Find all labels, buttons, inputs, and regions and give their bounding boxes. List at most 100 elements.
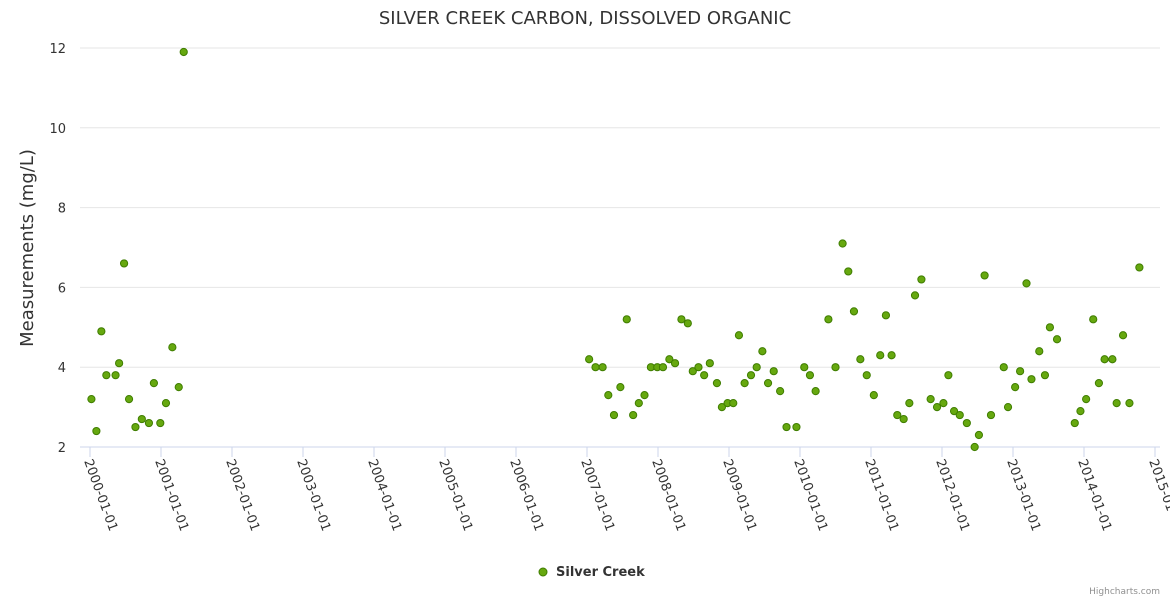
data-point[interactable] [174,383,183,392]
data-point[interactable] [598,363,607,372]
data-point[interactable] [179,47,188,57]
data-point[interactable] [1027,375,1036,384]
data-point[interactable] [876,351,885,360]
data-point[interactable] [962,418,971,428]
data-point[interactable] [849,307,859,316]
data-point[interactable] [881,311,891,320]
data-point[interactable] [1035,347,1044,356]
data-point[interactable] [887,351,896,360]
data-point[interactable] [844,267,853,276]
data-point[interactable] [677,315,686,324]
data-point[interactable] [905,399,914,408]
data-point[interactable] [974,430,984,440]
data-point[interactable] [763,379,773,388]
data-point[interactable] [111,371,120,380]
data-point[interactable] [1016,367,1025,376]
data-point[interactable] [1040,371,1050,380]
data-point[interactable] [665,355,674,364]
data-point[interactable] [97,327,106,336]
legend-label[interactable]: Silver Creek [556,565,645,580]
data-point[interactable] [591,363,600,372]
data-point[interactable] [955,410,964,420]
data-point[interactable] [717,403,727,412]
data-point[interactable] [769,367,778,376]
data-point[interactable] [729,399,738,408]
data-point[interactable] [616,383,625,392]
data-point[interactable] [1082,395,1091,404]
data-point[interactable] [800,363,809,372]
data-point[interactable] [805,371,815,380]
data-point[interactable] [149,379,158,388]
data-point[interactable] [1094,379,1104,388]
data-point[interactable] [700,371,709,380]
data-point[interactable] [168,343,177,352]
data-point[interactable] [811,387,820,396]
data-point[interactable] [156,418,165,428]
data-point[interactable] [1125,399,1134,408]
data-point[interactable] [899,414,908,424]
data-point[interactable] [999,363,1008,372]
data-point[interactable] [124,395,134,404]
data-point[interactable] [746,371,756,380]
data-point[interactable] [734,331,744,340]
data-point[interactable] [1011,383,1020,392]
data-point[interactable] [1022,279,1031,288]
data-point[interactable] [1052,335,1062,344]
data-point[interactable] [980,271,989,280]
data-point[interactable] [862,371,871,380]
data-point[interactable] [838,239,847,248]
data-point[interactable] [658,363,668,372]
data-point[interactable] [87,395,96,404]
data-point[interactable] [782,422,791,432]
data-point[interactable] [776,387,785,396]
data-point[interactable] [758,347,767,356]
data-point[interactable] [1135,263,1144,272]
data-point[interactable] [1112,399,1121,408]
data-point[interactable] [949,406,959,416]
data-point[interactable] [1045,323,1055,332]
credits-link[interactable]: Highcharts.com [1089,587,1160,597]
data-point[interactable] [926,395,935,404]
data-point[interactable] [670,359,680,368]
data-point[interactable] [752,363,761,372]
data-point[interactable] [144,418,154,428]
data-point[interactable] [688,367,697,376]
data-point[interactable] [102,371,111,380]
data-point[interactable] [585,355,594,364]
data-point[interactable] [604,391,613,400]
data-point[interactable] [740,379,749,388]
data-point[interactable] [944,371,953,380]
data-point[interactable] [137,414,146,424]
data-point[interactable] [712,379,722,388]
data-point[interactable] [824,315,833,324]
data-point[interactable] [1118,331,1128,340]
data-point[interactable] [115,359,124,368]
data-point[interactable] [932,403,942,412]
data-point[interactable] [622,315,631,324]
data-point[interactable] [1089,315,1098,324]
legend[interactable]: Silver Creek [538,565,645,580]
data-point[interactable] [683,319,692,328]
data-point[interactable] [856,355,865,364]
data-point[interactable] [910,291,920,300]
legend-marker[interactable] [538,567,548,577]
data-point[interactable] [131,422,140,432]
data-point[interactable] [869,391,878,400]
data-point[interactable] [1003,403,1013,412]
data-point[interactable] [694,363,703,372]
data-point[interactable] [917,275,926,284]
data-point[interactable] [705,359,714,368]
data-point[interactable] [831,363,840,372]
data-point[interactable] [970,442,979,452]
data-point[interactable] [939,399,948,408]
data-point[interactable] [1076,406,1085,416]
data-point[interactable] [792,422,801,432]
data-point[interactable] [92,426,101,436]
data-point[interactable] [161,399,171,408]
data-point[interactable] [629,410,638,420]
data-point[interactable] [1070,418,1079,428]
data-point[interactable] [1100,355,1109,364]
data-point[interactable] [893,410,902,420]
data-point[interactable] [1108,355,1117,364]
data-point[interactable] [640,391,649,400]
